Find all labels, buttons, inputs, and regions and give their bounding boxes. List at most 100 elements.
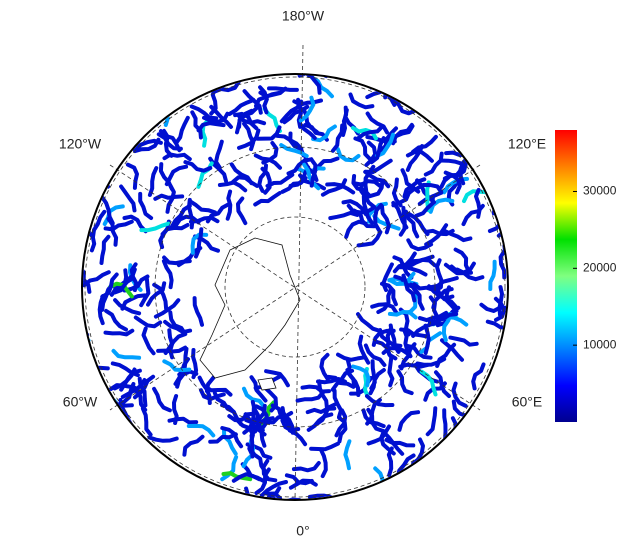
river	[316, 377, 347, 385]
river	[380, 204, 391, 235]
river	[103, 328, 135, 337]
graticule	[84, 44, 506, 501]
river	[301, 106, 319, 134]
river	[427, 312, 459, 325]
river	[182, 434, 205, 457]
river	[305, 406, 337, 415]
river	[423, 151, 444, 177]
river	[120, 293, 147, 311]
river	[153, 193, 185, 201]
river	[345, 358, 357, 389]
river	[138, 191, 154, 220]
longitude-label: 60°W	[63, 394, 98, 410]
river	[189, 104, 219, 121]
river	[330, 123, 345, 153]
river	[111, 348, 142, 360]
river	[162, 128, 174, 158]
river	[474, 187, 482, 219]
river	[453, 247, 471, 274]
river	[302, 162, 321, 191]
river	[351, 364, 371, 388]
river	[388, 323, 401, 354]
colorbar	[555, 130, 577, 422]
river	[99, 234, 111, 265]
river	[404, 209, 420, 239]
river	[91, 209, 107, 239]
river	[254, 417, 267, 448]
river	[161, 259, 174, 290]
colorbar-tick-label: 20000	[583, 260, 617, 274]
river	[485, 319, 507, 330]
river	[265, 491, 286, 499]
river	[141, 326, 156, 356]
river	[220, 455, 239, 482]
river	[298, 95, 316, 123]
river	[202, 111, 230, 124]
river	[415, 182, 444, 195]
river	[425, 406, 438, 437]
river	[348, 92, 375, 110]
river	[351, 125, 378, 141]
river	[402, 177, 427, 199]
river	[335, 147, 361, 163]
river	[265, 172, 295, 188]
river	[320, 178, 348, 197]
river	[300, 384, 331, 394]
river	[417, 310, 449, 323]
river	[408, 282, 425, 311]
river	[317, 379, 329, 410]
river	[435, 342, 457, 368]
river	[366, 407, 385, 433]
iceland	[257, 377, 277, 391]
river	[259, 480, 288, 498]
river	[233, 111, 259, 131]
river	[396, 369, 414, 396]
river	[411, 134, 438, 154]
river	[365, 394, 395, 408]
river	[97, 294, 105, 326]
river	[341, 105, 349, 137]
river	[373, 339, 398, 361]
river	[440, 338, 464, 362]
river	[236, 196, 248, 226]
river	[391, 186, 417, 208]
river	[346, 203, 375, 215]
longitude-label: 120°W	[59, 136, 102, 152]
river	[443, 170, 462, 195]
river	[196, 121, 226, 133]
river	[106, 216, 119, 247]
river	[258, 86, 288, 99]
river	[248, 447, 268, 474]
river	[133, 315, 163, 329]
river	[186, 423, 216, 438]
river	[152, 386, 172, 413]
river	[208, 432, 238, 444]
river	[399, 327, 430, 339]
river	[227, 98, 256, 116]
river	[392, 97, 418, 116]
river	[356, 312, 382, 333]
river	[152, 282, 169, 311]
river	[309, 157, 318, 188]
river	[363, 164, 376, 195]
river	[369, 136, 386, 165]
river	[133, 137, 161, 154]
river	[378, 328, 403, 348]
river	[309, 441, 340, 452]
colorbar-tick-label: 10000	[583, 337, 617, 351]
river	[314, 402, 337, 427]
river	[279, 143, 309, 158]
river	[334, 408, 348, 438]
river	[434, 370, 451, 398]
river	[119, 184, 137, 213]
river	[264, 411, 294, 425]
river	[391, 200, 409, 230]
longitude-label: 0°	[296, 523, 309, 539]
river	[169, 203, 192, 229]
river	[361, 194, 374, 225]
river	[356, 230, 383, 248]
river	[291, 461, 321, 473]
river	[264, 369, 290, 388]
river	[362, 178, 385, 200]
greenland	[199, 237, 301, 379]
